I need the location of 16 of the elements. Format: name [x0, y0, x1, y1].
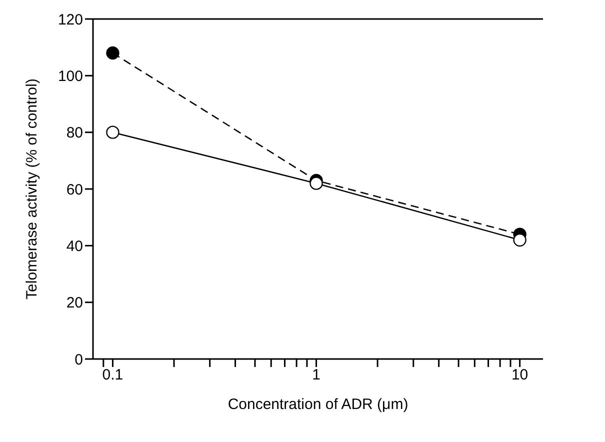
y-tick-label: 20 — [66, 294, 83, 312]
y-tick-label: 80 — [66, 124, 83, 142]
x-tick-label: 0.1 — [102, 366, 124, 384]
x-axis-title: Concentration of ADR (μm) — [228, 396, 408, 413]
point — [106, 46, 120, 60]
y-axis-title: Telomerase activity (% of control) — [23, 78, 40, 300]
y-tick-label: 120 — [58, 11, 83, 28]
point — [106, 126, 120, 139]
y-tick-label: 0 — [74, 351, 83, 368]
x-tick-label: 10 — [511, 366, 528, 384]
y-tick-label: 100 — [58, 68, 83, 85]
y-tick-label: 40 — [66, 238, 83, 255]
x-tick-label: 1 — [312, 366, 320, 384]
y-tick-label: 60 — [66, 181, 83, 198]
point — [513, 233, 526, 247]
point — [310, 176, 323, 190]
